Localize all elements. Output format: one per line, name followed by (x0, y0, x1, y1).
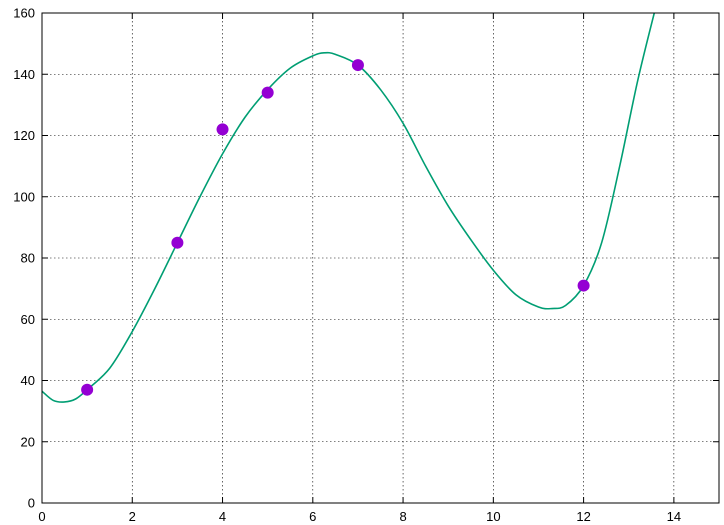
x-tick-label: 10 (486, 509, 500, 524)
data-point (261, 86, 274, 99)
ticks (41, 12, 719, 504)
y-tick-label: 20 (21, 434, 35, 449)
x-tick-label: 6 (309, 509, 316, 524)
y-tick-label: 140 (13, 67, 35, 82)
data-point (351, 59, 364, 72)
y-tick-label: 0 (28, 496, 35, 511)
y-tick-label: 100 (13, 189, 35, 204)
data-point (216, 123, 229, 136)
x-tick-label: 8 (399, 509, 406, 524)
data-points-layer (81, 59, 590, 396)
y-tick-label: 60 (21, 312, 35, 327)
data-point (81, 383, 94, 396)
x-tick-label: 14 (667, 509, 681, 524)
data-point (171, 236, 184, 249)
x-tick-label: 2 (129, 509, 136, 524)
x-tick-labels: 0 2 4 6 8 10 12 14 (38, 509, 681, 524)
y-tick-labels: 0 20 40 60 80 100 120 140 160 (13, 6, 35, 511)
y-tick-label: 160 (13, 6, 35, 21)
grid (42, 13, 719, 503)
x-tick-label: 12 (576, 509, 590, 524)
data-point (577, 279, 590, 292)
fit-curve (42, 13, 656, 403)
y-tick-label: 120 (13, 128, 35, 143)
y-tick-label: 80 (21, 251, 35, 266)
plot-frame (41, 12, 720, 504)
x-tick-label: 0 (38, 509, 45, 524)
x-tick-label: 4 (219, 509, 226, 524)
y-tick-label: 40 (21, 373, 35, 388)
fit-curve-layer (42, 13, 656, 403)
